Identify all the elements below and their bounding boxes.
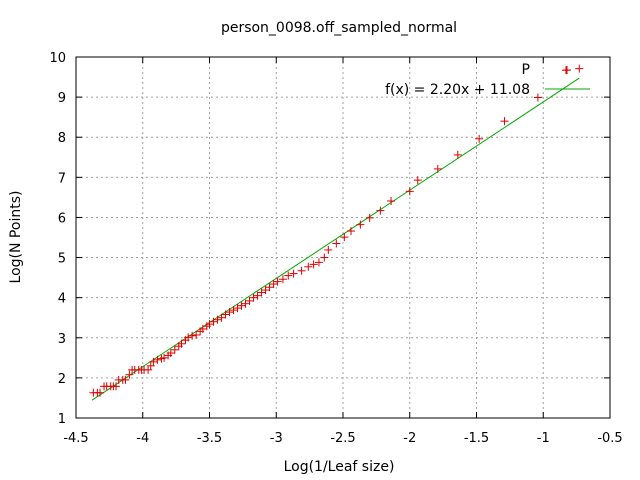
data-point [192,330,201,339]
x-tick-label: -2.5 [330,431,355,446]
data-point [297,266,306,275]
legend-marker-points [563,66,571,74]
x-tick-label: -1.5 [464,431,489,446]
data-point [237,301,246,310]
data-point [309,260,318,269]
data-point [253,291,262,300]
data-point [387,196,396,205]
legend-plus [563,66,571,74]
data-point [184,333,193,342]
data-point [217,313,226,322]
data-point [229,306,238,315]
x-tick-label: -1 [537,431,550,446]
data-point [160,353,169,362]
y-tick-label: 3 [58,332,66,347]
data-point [269,280,278,289]
y-tick-label: 2 [58,372,66,387]
data-point [500,117,509,126]
data-point [121,375,130,384]
data-point [278,275,287,284]
fit-line-layer [91,77,580,401]
data-point [112,382,121,391]
data-point [225,308,234,317]
y-tick-label: 4 [58,292,66,307]
data-point [153,355,162,364]
data-points [89,64,584,397]
y-tick-label: 6 [58,211,66,226]
data-point [340,233,349,242]
y-tick-label: 7 [58,171,66,186]
data-point [475,134,484,143]
data-point [324,245,333,254]
data-point [221,310,230,319]
data-point [320,253,329,262]
data-point [241,299,250,308]
x-tick-label: -3 [270,431,283,446]
x-tick-label: -4.5 [63,431,88,446]
data-point [257,288,266,297]
axis-ticks [75,56,611,419]
data-point [149,357,158,366]
data-point [209,317,218,326]
x-tick-label: -3.5 [197,431,222,446]
legend-label-points: P [522,62,530,78]
data-point [265,283,274,292]
data-point [332,239,341,248]
data-point [365,213,374,222]
data-point [146,361,155,370]
data-point [170,345,179,354]
data-point [261,286,270,295]
data-point [405,187,414,196]
data-point [347,227,356,236]
data-point [273,277,282,286]
x-tick-label: -0.5 [597,431,622,446]
legend-label-fit: f(x) = 2.20x + 11.08 [385,82,530,98]
data-point [284,271,293,280]
x-tick-labels: -4.5 -4 -3.5 -3 -2.5 -2 -1.5 -1 -0.5 [63,431,622,446]
data-point [144,365,153,374]
y-axis-title: Log(N Points) [8,191,24,284]
y-tick-label: 9 [58,91,66,106]
data-point [205,320,214,329]
data-point [376,206,385,215]
grid [76,57,610,418]
data-point [188,331,197,340]
data-point [289,269,298,278]
data-point [533,93,542,102]
chart-title: person_0098.off_sampled_normal [221,20,457,36]
data-point [433,164,442,173]
data-point [125,370,134,379]
data-point [314,258,323,267]
y-tick-labels: 1 2 3 4 5 6 7 8 9 10 [49,51,66,427]
y-tick-label: 10 [49,51,66,66]
data-point [233,304,242,313]
data-point [356,220,365,229]
y-tick-label: 5 [58,252,66,267]
data-point [249,293,258,302]
data-point [304,262,313,271]
data-point [96,388,105,397]
data-point [198,324,207,333]
data-point [213,315,222,324]
data-point [177,339,186,348]
fit-line [91,77,580,401]
data-point [453,150,462,159]
data-point [166,349,175,358]
x-tick-label: -2 [403,431,416,446]
y-tick-label: 1 [58,412,66,427]
data-point [413,176,422,185]
data-point [575,64,584,73]
legend: P f(x) = 2.20x + 11.08 [385,62,590,98]
x-tick-label: -4 [136,431,149,446]
y-tick-label: 8 [58,131,66,146]
data-point [245,296,254,305]
x-axis-title: Log(1/Leaf size) [284,459,395,475]
